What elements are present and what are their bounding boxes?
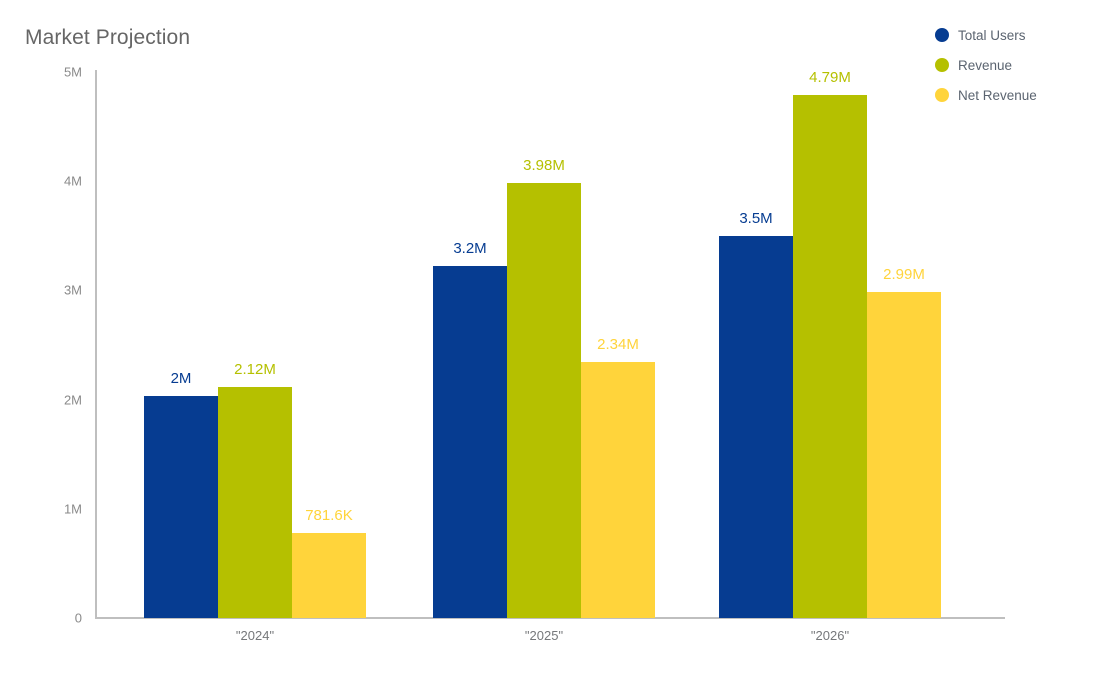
bar-value-label: 2.34M [597,336,639,354]
bar-value-label: 3.98M [523,157,565,175]
bar-value-label: 2M [170,370,192,388]
x-axis-line [95,617,1005,619]
bar-group: 3.5M 4.79M 2.99M "2026" [719,68,941,643]
bar-value-label: 2.12M [234,360,276,378]
legend-item-total-users[interactable]: Total Users [935,20,1085,50]
x-axis-category-label: "2024" [235,628,275,643]
legend-item-label: Net Revenue [958,87,1037,103]
legend-swatch-icon [935,28,949,42]
y-axis-tick-label: 1M [63,501,82,517]
legend-item-label: Revenue [958,57,1013,73]
bar-value-label: 3.5M [739,209,773,227]
bar-value-label: 4.79M [809,68,851,86]
x-axis-category-label: "2025" [524,628,564,643]
y-axis-tick-label: 3M [63,282,82,298]
bar[interactable] [507,183,581,618]
legend-item-net-revenue[interactable]: Net Revenue [935,80,1085,110]
plot-area: 2M 2.12M 781.6K "2024" 3.2M 3.98M 2.34M "2025" 3… [95,68,1005,643]
bar-group: 3.2M 3.98M 2.34M "2025" [433,72,655,643]
bar[interactable] [793,94,867,618]
y-axis-line [95,70,97,618]
y-axis-tick-label: 5M [63,64,82,80]
legend-swatch-icon [935,88,949,102]
bar-value-label: 781.6K [305,506,353,524]
chart-legend: Total Users Revenue Net Revenue [935,20,1085,110]
bar[interactable] [433,266,507,618]
bar-value-label: 3.2M [453,240,487,258]
bar-group: 2M 2.12M 781.6K "2024" [144,72,366,643]
bar[interactable] [867,291,941,618]
y-axis-tick-label: 2M [63,392,82,408]
chart-title: Market Projection [25,26,191,49]
bar[interactable] [218,386,292,618]
y-axis-tick-label: 4M [63,173,82,189]
legend-item-revenue[interactable]: Revenue [935,50,1085,80]
legend-swatch-icon [935,58,949,72]
x-axis-category-label: "2026" [810,628,850,643]
bar[interactable] [144,396,218,618]
bar[interactable] [292,532,366,618]
bar-value-label: 2.99M [883,265,925,283]
legend-item-label: Total Users [958,27,1026,43]
y-axis-tick-label: 0 [74,610,82,626]
bar[interactable] [719,235,793,618]
bar[interactable] [581,362,655,618]
